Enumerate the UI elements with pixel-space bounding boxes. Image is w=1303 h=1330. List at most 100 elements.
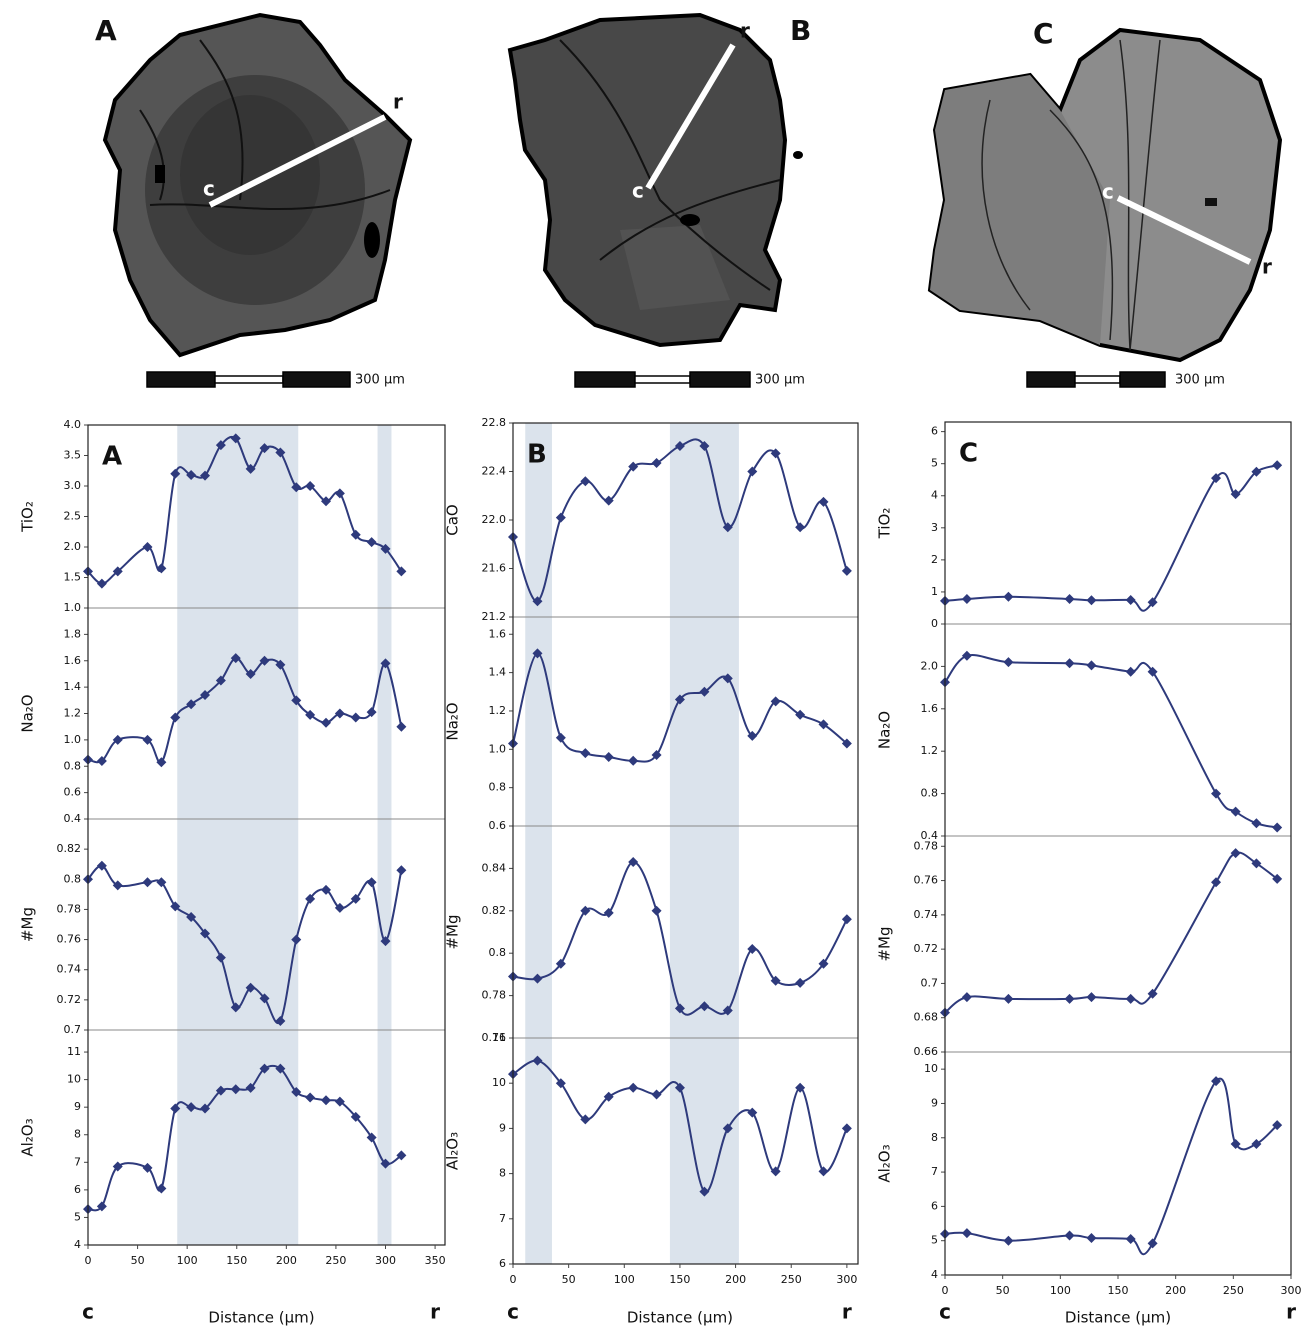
data-point (1086, 992, 1097, 1003)
data-point (603, 751, 614, 762)
data-point (380, 1158, 391, 1169)
scale-label: 300 µm (355, 373, 405, 388)
y-axis-label: Al₂O₃ (444, 1132, 462, 1170)
data-point (156, 877, 167, 888)
data-point (380, 658, 391, 669)
x-tick-label: 100 (614, 1273, 635, 1286)
data-point (350, 712, 361, 723)
data-point (259, 443, 270, 454)
data-point (747, 1107, 758, 1118)
x-tick-label: 0 (942, 1284, 949, 1297)
data-point (305, 481, 316, 491)
y-tick-label: 0.6 (64, 786, 82, 799)
x-tick-label: 250 (325, 1254, 346, 1267)
data-point (215, 1085, 226, 1096)
y-tick-label: 3.5 (64, 449, 82, 462)
x-end-label: r (430, 1300, 440, 1324)
data-point (818, 958, 829, 969)
y-tick-label: 0.68 (914, 1011, 939, 1024)
data-point (230, 653, 241, 664)
y-tick-label: 0.7 (921, 976, 939, 989)
y-tick-label: 6 (931, 425, 938, 438)
data-point (230, 1002, 241, 1013)
y-tick-label: 0.84 (482, 861, 507, 874)
y-tick-label: 4.0 (64, 418, 82, 431)
y-tick-label: 1.2 (921, 744, 939, 757)
data-line (944, 464, 1278, 612)
data-point (961, 992, 972, 1003)
data-point (259, 993, 270, 1004)
data-point (532, 973, 543, 984)
data-point (555, 1078, 566, 1089)
data-point (795, 977, 806, 988)
x-tick-label: 350 (425, 1254, 446, 1267)
data-point (245, 1082, 256, 1093)
rim-label: r (740, 19, 750, 43)
data-point (350, 1111, 361, 1122)
y-tick-label: 7 (74, 1155, 81, 1168)
data-point (142, 1162, 153, 1173)
x-tick-label: 50 (996, 1284, 1010, 1297)
data-point (366, 1132, 377, 1143)
data-point (1086, 660, 1097, 671)
y-tick-label: 0.76 (482, 1031, 507, 1044)
data-point (961, 650, 972, 661)
y-axis-label: #Mg (19, 907, 37, 942)
data-point (142, 734, 153, 745)
y-tick-label: 0.82 (482, 904, 507, 917)
y-tick-label: 1.5 (64, 571, 82, 584)
data-point (722, 673, 733, 684)
data-point (651, 905, 662, 916)
y-tick-label: 0.78 (482, 989, 507, 1002)
data-point (305, 893, 316, 904)
data-point (841, 738, 852, 749)
x-tick-label: 200 (276, 1254, 297, 1267)
data-point (1230, 1138, 1241, 1149)
data-point (1230, 806, 1241, 817)
y-tick-label: 1.0 (64, 601, 82, 614)
data-point (170, 468, 181, 479)
data-point (112, 566, 123, 577)
data-point (961, 593, 972, 604)
y-tick-label: 6 (931, 1199, 938, 1212)
image-label: C (1033, 17, 1054, 50)
y-tick-label: 0.7 (64, 1023, 82, 1036)
data-point (580, 1114, 591, 1125)
data-point (1251, 466, 1262, 477)
y-tick-label: 5 (74, 1210, 81, 1223)
x-tick-label: 150 (669, 1273, 690, 1286)
x-start-label: c (939, 1300, 951, 1324)
data-point (1125, 993, 1136, 1004)
data-point (1064, 1230, 1075, 1241)
data-point (1211, 1076, 1222, 1087)
y-tick-label: 11 (67, 1045, 81, 1058)
y-tick-label: 0.4 (921, 829, 939, 842)
scale-label: 300 µm (755, 373, 805, 388)
data-point (651, 458, 662, 469)
data-line (512, 1059, 848, 1193)
data-point (1064, 593, 1075, 604)
y-tick-label: 7 (931, 1165, 938, 1178)
data-point (200, 470, 211, 481)
y-tick-label: 0.76 (914, 874, 939, 887)
data-line (944, 654, 1278, 829)
data-point (170, 1103, 181, 1114)
x-tick-label: 200 (1165, 1284, 1186, 1297)
data-point (1086, 595, 1097, 606)
data-point (1147, 988, 1158, 999)
data-point (770, 448, 781, 459)
data-point (674, 1003, 685, 1014)
data-point (186, 699, 197, 710)
panel-label: C (959, 439, 978, 469)
y-tick-label: 22.4 (482, 465, 507, 478)
data-point (275, 447, 286, 458)
data-point (186, 470, 197, 481)
data-point (96, 1201, 107, 1212)
y-tick-label: 0.74 (57, 963, 82, 976)
y-tick-label: 3 (931, 521, 938, 534)
data-point (1125, 1233, 1136, 1244)
data-point (96, 578, 107, 589)
data-point (1125, 666, 1136, 677)
y-tick-label: 9 (74, 1100, 81, 1113)
y-tick-label: 0.8 (64, 759, 82, 772)
